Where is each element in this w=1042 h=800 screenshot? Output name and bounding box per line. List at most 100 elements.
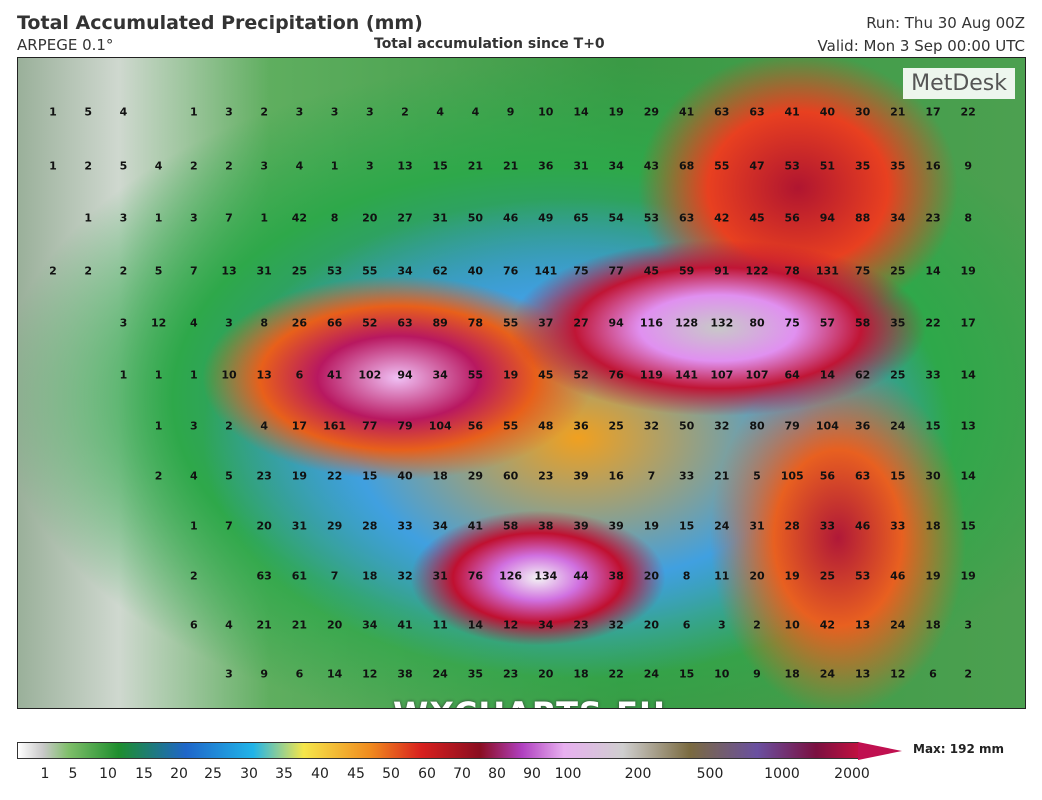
grid-value: 33 xyxy=(925,368,941,382)
grid-value: 58 xyxy=(502,519,519,533)
legend-label: 70 xyxy=(453,766,471,782)
grid-value: 35 xyxy=(854,159,871,173)
legend-label: 20 xyxy=(170,766,188,782)
grid-value: 20 xyxy=(643,618,660,632)
grid-value: 16 xyxy=(608,469,624,483)
grid-value: 3 xyxy=(225,667,233,681)
grid-value: 79 xyxy=(397,419,413,433)
grid-value: 27 xyxy=(573,316,589,330)
grid-value: 10 xyxy=(784,618,800,632)
grid-value: 58 xyxy=(854,316,871,330)
grid-value: 10 xyxy=(714,667,730,681)
grid-value: 3 xyxy=(365,105,374,119)
grid-value: 55 xyxy=(502,316,519,330)
legend-label: 80 xyxy=(488,766,506,782)
grid-value: 19 xyxy=(643,519,660,533)
grid-value: 14 xyxy=(960,368,976,382)
grid-value: 20 xyxy=(538,667,554,681)
grid-value: 24 xyxy=(890,618,906,632)
grid-value: 25 xyxy=(291,264,308,278)
legend-label: 5 xyxy=(68,766,78,782)
grid-value: 3 xyxy=(225,316,233,330)
grid-value: 6 xyxy=(929,667,937,681)
grid-value: 39 xyxy=(573,519,589,533)
grid-value: 8 xyxy=(964,211,973,225)
color-bar-tip xyxy=(858,742,902,760)
grid-value: 134 xyxy=(534,569,558,583)
max-value: Max: 192 mm xyxy=(913,742,1004,756)
grid-value: 32 xyxy=(608,618,624,632)
grid-value: 63 xyxy=(749,105,765,119)
grid-value: 21 xyxy=(502,159,519,173)
grid-value: 54 xyxy=(608,211,624,225)
grid-value: 21 xyxy=(256,618,272,632)
grid-value: 17 xyxy=(960,316,976,330)
grid-value: 3 xyxy=(295,105,304,119)
title: Total Accumulated Precipitation (mm) xyxy=(17,12,423,34)
grid-value: 66 xyxy=(326,316,343,330)
grid-value: 6 xyxy=(295,667,304,681)
grid-value: 161 xyxy=(323,419,347,433)
legend-label: 15 xyxy=(135,766,153,782)
grid-value: 7 xyxy=(647,469,656,483)
grid-value: 18 xyxy=(432,469,448,483)
grid-value: 79 xyxy=(784,419,800,433)
grid-value: 4 xyxy=(154,159,163,173)
grid-value: 4 xyxy=(189,316,198,330)
grid-value: 104 xyxy=(428,419,452,433)
grid-value: 2 xyxy=(260,105,269,119)
grid-value: 31 xyxy=(256,264,272,278)
grid-value: 46 xyxy=(854,519,871,533)
grid-value: 132 xyxy=(710,316,734,330)
grid-value: 2 xyxy=(225,419,233,433)
grid-value: 1 xyxy=(154,211,163,225)
grid-value: 126 xyxy=(499,569,523,583)
grid-value: 9 xyxy=(753,667,761,681)
grid-value: 28 xyxy=(362,519,378,533)
grid-value: 104 xyxy=(815,419,839,433)
legend-label: 10 xyxy=(99,766,117,782)
grid-value: 131 xyxy=(815,264,839,278)
grid-value: 63 xyxy=(678,211,695,225)
grid-value: 4 xyxy=(189,469,198,483)
grid-value: 24 xyxy=(714,519,730,533)
grid-value: 3 xyxy=(225,105,233,119)
grid-value: 55 xyxy=(362,264,378,278)
grid-value: 33 xyxy=(397,519,413,533)
grid-value: 25 xyxy=(890,264,906,278)
grid-value: 105 xyxy=(780,469,804,483)
grid-value: 12 xyxy=(890,667,906,681)
grid-value: 53 xyxy=(784,159,800,173)
grid-value: 128 xyxy=(675,316,699,330)
grid-value: 13 xyxy=(397,159,413,173)
grid-value: 15 xyxy=(678,667,695,681)
grid-value: 52 xyxy=(573,368,589,382)
grid-value: 4 xyxy=(436,105,445,119)
grid-value: 53 xyxy=(643,211,660,225)
grid-value: 14 xyxy=(326,667,343,681)
grid-value: 1 xyxy=(189,105,198,119)
grid-value: 18 xyxy=(925,618,941,632)
grid-value: 40 xyxy=(397,469,413,483)
grid-value: 4 xyxy=(225,618,233,632)
grid-value: 2 xyxy=(154,469,163,483)
grid-value: 19 xyxy=(502,368,519,382)
grid-value: 41 xyxy=(467,519,484,533)
grid-value: 24 xyxy=(432,667,448,681)
grid-value: 7 xyxy=(189,264,198,278)
watermark: WXCHARTS.EU xyxy=(393,695,666,708)
grid-value: 23 xyxy=(925,211,941,225)
grid-value: 2 xyxy=(49,264,57,278)
grid-value: 29 xyxy=(467,469,484,483)
grid-value: 38 xyxy=(538,519,554,533)
grid-value: 32 xyxy=(397,569,413,583)
grid-value: 1 xyxy=(84,211,93,225)
grid-value: 76 xyxy=(502,264,519,278)
grid-value: 1 xyxy=(154,368,163,382)
grid-value: 3 xyxy=(717,618,726,632)
grid-value: 59 xyxy=(678,264,695,278)
grid-value: 24 xyxy=(643,667,660,681)
grid-value: 1 xyxy=(189,519,198,533)
grid-value: 75 xyxy=(573,264,589,278)
grid-value: 31 xyxy=(749,519,765,533)
